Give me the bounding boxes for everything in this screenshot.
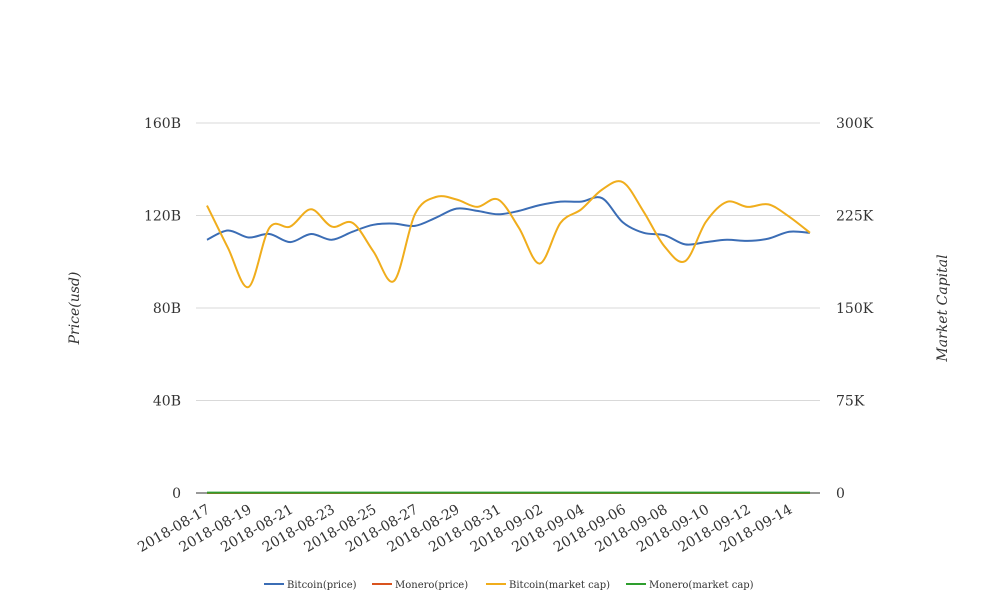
y2-tick-label: 300K [836,116,874,132]
y-axis-left: 0 40B 80B 120B 160B [144,116,181,502]
series-lines [206,180,811,495]
legend-label: Monero(market cap) [649,580,754,591]
x-axis: 2018-08-172018-08-192018-08-212018-08-23… [135,502,795,556]
y2-axis-title: Market Capital [935,254,951,362]
legend: Bitcoin(price) Monero(price) Bitcoin(marke… [264,580,754,591]
legend-label: Monero(price) [395,580,468,591]
y2-tick-label: 225K [836,209,874,225]
series-line-bitcoin-price [206,196,811,246]
y-tick-label: 0 [172,486,181,502]
legend-label: Bitcoin(price) [287,580,357,591]
series-line-bitcoin-market-cap [206,180,811,289]
y2-tick-label: 0 [836,486,845,502]
legend-label: Bitcoin(market cap) [509,580,610,591]
y2-tick-label: 150K [836,301,874,317]
y-tick-label: 40B [153,394,181,410]
y-axis-right: 0 75K 150K 225K 300K [836,116,874,502]
y2-tick-label: 75K [836,394,865,410]
y-axis-title: Price(usd) [67,272,83,346]
y-tick-label: 80B [153,301,181,317]
grid-lines [196,122,820,494]
y-tick-label: 120B [144,209,181,225]
y-tick-label: 160B [144,116,181,132]
